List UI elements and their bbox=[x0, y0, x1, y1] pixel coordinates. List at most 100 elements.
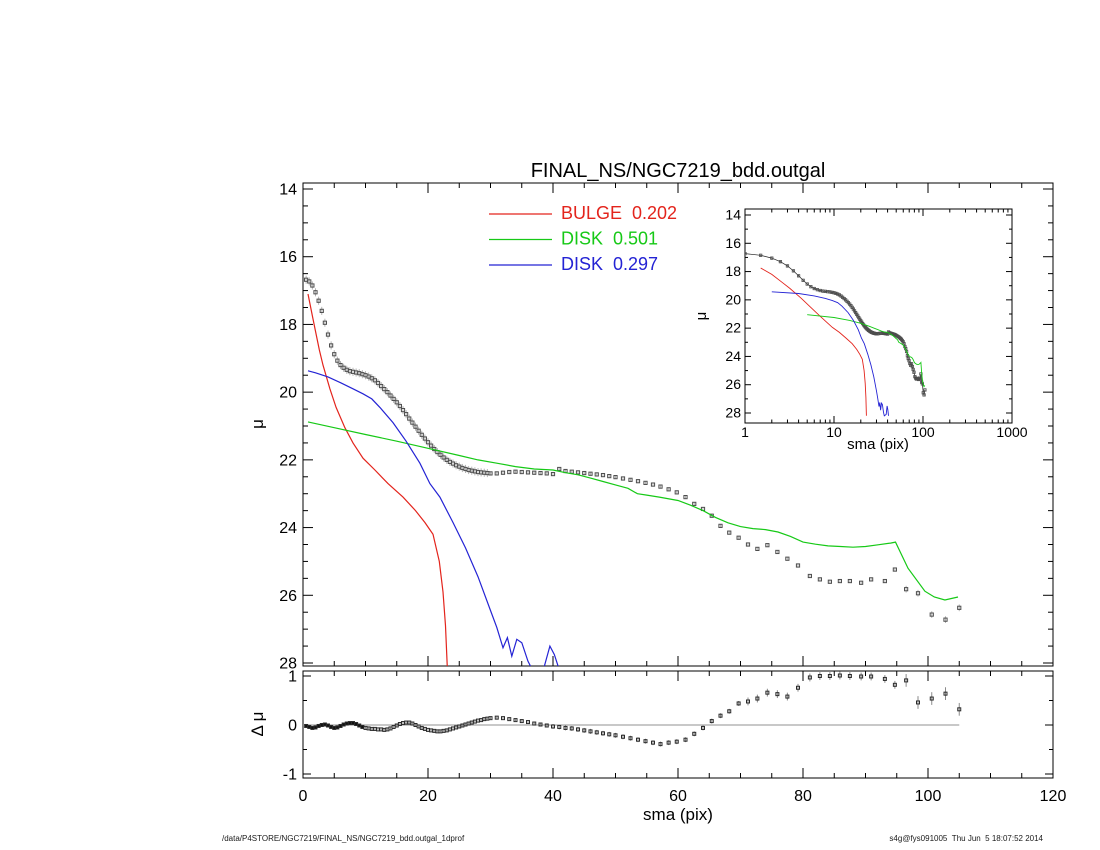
data-point-marker bbox=[918, 377, 922, 381]
residual-point-marker bbox=[316, 723, 321, 728]
residual-point-marker bbox=[666, 740, 671, 745]
data-point-marker bbox=[812, 286, 816, 291]
data-point-marker bbox=[809, 285, 813, 289]
data-point-marker bbox=[785, 556, 790, 561]
data-point-marker bbox=[313, 290, 318, 295]
inset-plot-axes: 1 10 100 1000 14 16 18 20 22 24 26 28 bbox=[725, 207, 1027, 441]
curve-bulge bbox=[307, 293, 448, 666]
data-point-marker bbox=[425, 440, 431, 445]
residual-point-marker bbox=[338, 723, 343, 728]
data-point-marker bbox=[413, 424, 418, 429]
residual-point-marker bbox=[569, 726, 574, 731]
data-point-marker bbox=[929, 612, 934, 617]
data-point-marker bbox=[388, 393, 393, 398]
x-axis-label: sma (pix) bbox=[643, 805, 713, 824]
residual-point-marker bbox=[601, 731, 605, 736]
data-point-marker bbox=[635, 479, 641, 484]
data-point-marker bbox=[513, 469, 518, 474]
data-point-marker bbox=[902, 342, 906, 346]
tick-label: 1 bbox=[288, 669, 297, 686]
residual-point-marker bbox=[357, 723, 362, 728]
residual-point-marker bbox=[621, 734, 625, 739]
curve-disk_green bbox=[307, 421, 959, 601]
data-point-marker bbox=[550, 471, 556, 477]
data-point-marker bbox=[957, 605, 962, 610]
data-point-marker bbox=[532, 470, 537, 475]
data-point-marker bbox=[379, 383, 384, 389]
footer-file-path: /data/P4STORE/NGC7219/FINAL_NS/NGC7219_b… bbox=[222, 834, 465, 843]
residual-point-marker bbox=[582, 728, 587, 733]
inset-plot-content bbox=[745, 251, 927, 417]
data-point-marker bbox=[335, 358, 340, 363]
data-point-marker bbox=[770, 256, 774, 260]
residual-y-axis-label: Δ μ bbox=[248, 712, 267, 737]
data-point-marker bbox=[382, 386, 387, 392]
residual-point-marker bbox=[807, 675, 812, 680]
data-point-marker bbox=[759, 253, 763, 257]
data-point-marker bbox=[375, 380, 381, 386]
residual-point-marker bbox=[351, 721, 355, 726]
residual-point-marker bbox=[307, 724, 312, 729]
data-point-marker bbox=[422, 436, 427, 441]
data-point-marker bbox=[404, 412, 409, 417]
data-point-marker bbox=[745, 252, 747, 256]
tick-label: 60 bbox=[669, 788, 687, 805]
residual-point-marker bbox=[507, 717, 512, 722]
data-point-marker bbox=[775, 549, 780, 555]
residual-plot-content bbox=[303, 671, 962, 747]
data-point-marker bbox=[310, 283, 315, 288]
residual-point-marker bbox=[322, 722, 327, 727]
data-point-marker bbox=[765, 543, 770, 548]
data-point-marker bbox=[575, 470, 581, 475]
data-point-marker bbox=[904, 587, 909, 592]
data-point-marker bbox=[628, 477, 633, 482]
legend-entry-label: DISK 0.297 bbox=[561, 254, 658, 274]
data-point-marker bbox=[372, 378, 377, 383]
data-point-marker bbox=[791, 269, 796, 273]
residual-point-marker bbox=[526, 720, 530, 725]
residual-point-marker bbox=[746, 699, 750, 704]
residual-point-marker bbox=[347, 721, 352, 726]
tick-label: 1000 bbox=[996, 424, 1027, 440]
data-point-marker bbox=[807, 573, 812, 579]
data-point-marker bbox=[922, 393, 926, 397]
tick-label: 10 bbox=[826, 424, 842, 440]
residual-point-marker bbox=[916, 700, 920, 705]
data-point-marker bbox=[613, 475, 618, 480]
residual-point-marker bbox=[576, 727, 580, 732]
data-point-marker bbox=[785, 264, 790, 268]
data-point-marker bbox=[910, 365, 914, 369]
inset-curve-bulge bbox=[760, 267, 867, 416]
data-point-marker bbox=[683, 494, 688, 500]
residual-point-marker bbox=[859, 674, 864, 679]
data-point-marker bbox=[795, 563, 801, 568]
data-point-marker bbox=[488, 471, 493, 476]
data-point-marker bbox=[923, 388, 927, 392]
tick-label: 14 bbox=[725, 207, 741, 223]
data-point-marker bbox=[441, 455, 446, 460]
residual-point-marker bbox=[319, 723, 324, 727]
residual-point-marker bbox=[360, 724, 365, 729]
tick-label: 28 bbox=[279, 655, 297, 672]
data-point-marker bbox=[322, 320, 327, 325]
residual-point-marker bbox=[904, 678, 909, 683]
residual-point-marker bbox=[847, 674, 852, 678]
main-y-axis-label: μ bbox=[248, 419, 267, 429]
residual-point-marker bbox=[594, 730, 599, 735]
data-point-marker bbox=[805, 282, 809, 286]
data-point-marker bbox=[507, 469, 512, 475]
data-point-marker bbox=[658, 484, 663, 489]
residual-point-marker bbox=[310, 725, 315, 730]
data-point-marker bbox=[600, 472, 606, 478]
residual-point-marker bbox=[313, 725, 318, 730]
tick-label: 20 bbox=[725, 291, 741, 307]
residual-point-marker bbox=[869, 674, 874, 679]
tick-label: 20 bbox=[279, 385, 297, 402]
data-point-marker bbox=[438, 452, 443, 457]
residual-point-marker bbox=[354, 722, 359, 727]
data-point-marker bbox=[410, 420, 415, 425]
footer-signature: s4g@fys091005 Thu Jun 5 18:07:52 2014 bbox=[889, 834, 1043, 843]
legend-entry-label: BULGE 0.202 bbox=[561, 203, 677, 223]
data-point-marker bbox=[907, 359, 911, 363]
tick-label: 16 bbox=[279, 249, 297, 266]
